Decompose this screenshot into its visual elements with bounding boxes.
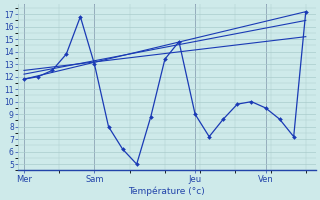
X-axis label: Température (°c): Température (°c) [129, 186, 205, 196]
